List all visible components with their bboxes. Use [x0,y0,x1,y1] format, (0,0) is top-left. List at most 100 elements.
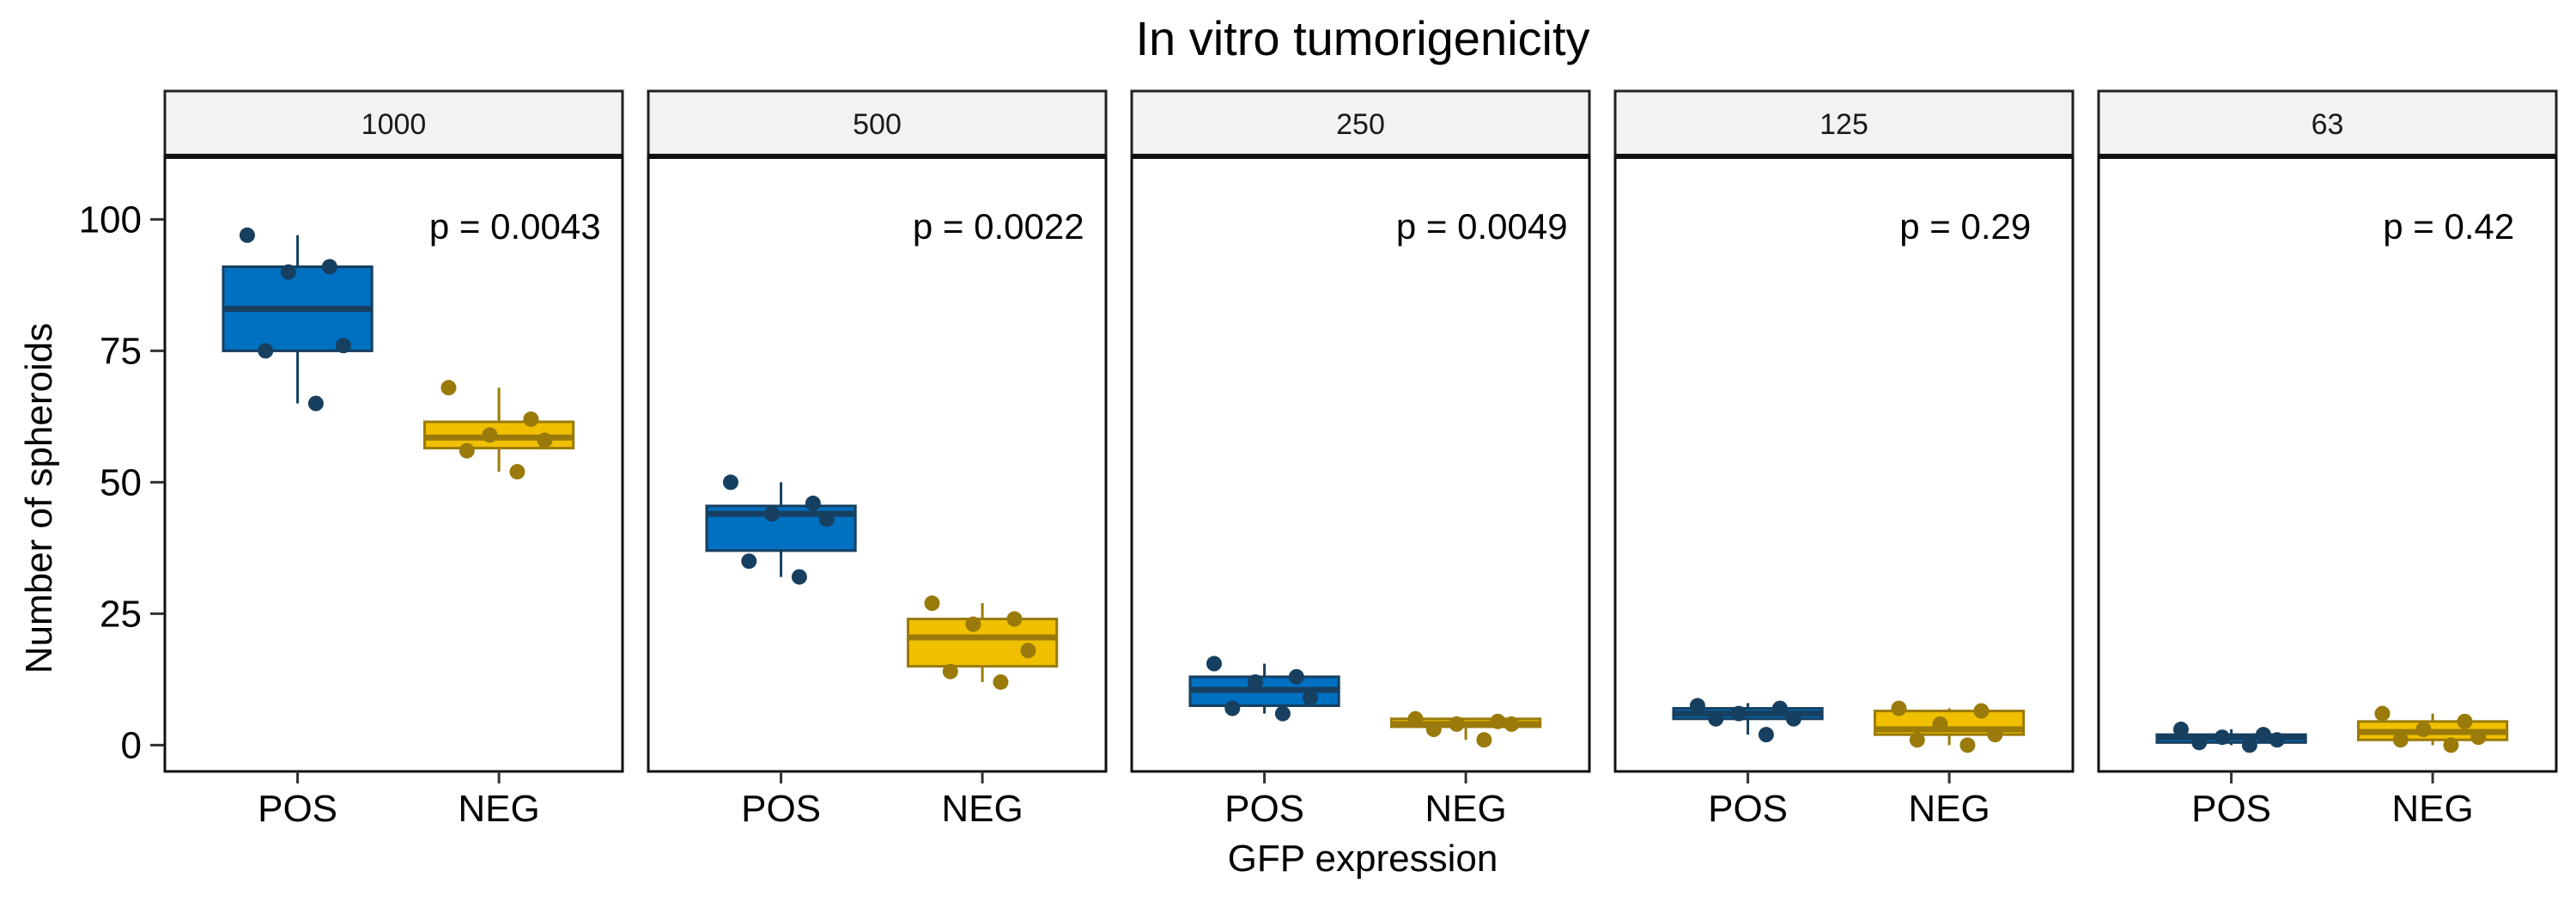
facet-strip [163,89,624,158]
data-point [2443,737,2459,753]
facet-panel-250: 250 p = 0.0049 POS NEG [1130,89,1591,830]
data-point [2269,732,2285,748]
data-point [924,595,940,612]
y-axis-title: Number of spheroids [18,323,60,673]
data-point [2392,732,2409,748]
data-point [1302,690,1318,706]
facet-strip-label: 125 [1820,108,1868,141]
facet-panel-500: 500 p = 0.0022 POS NEG [647,89,1108,830]
data-point [1449,716,1465,732]
x-tick-label: NEG [458,788,539,830]
x-tick-label: NEG [941,788,1023,830]
y-axis: 0 25 50 75 100 [79,198,165,766]
data-point [1020,643,1036,659]
facet-strip-label: 63 [2312,108,2344,141]
plot-area [2097,155,2558,773]
data-point [1006,611,1023,627]
data-point [2470,729,2487,746]
data-point [2214,729,2230,746]
data-point [1689,698,1705,714]
y-tick-label: 75 [100,330,142,372]
box-neg [906,618,1059,668]
p-value-label: p = 0.0043 [429,206,601,247]
data-point [1932,716,1948,732]
data-point [1708,710,1724,727]
data-point [1288,668,1304,685]
data-point [1987,727,2003,743]
data-point [307,395,324,411]
data-point [2415,722,2432,738]
data-point [1909,732,1925,748]
data-point [993,673,1009,690]
y-tick-label: 25 [100,593,142,635]
data-point [509,464,526,480]
facet-strip-label: 1000 [361,108,427,141]
data-point [1758,727,1774,743]
p-value-label: p = 0.42 [2383,206,2514,247]
data-point [1785,710,1801,727]
y-tick-label: 0 [121,724,142,766]
data-point [1891,700,1907,716]
data-point [965,616,981,632]
data-point [1407,710,1424,727]
data-point [2374,705,2391,722]
data-point [805,495,821,511]
data-point [1476,732,1492,748]
data-point [2255,727,2271,743]
x-tick-label: POS [258,788,337,830]
facet-panel-63: 63 p = 0.42 POS NEG [2097,89,2558,830]
data-point [818,511,835,527]
data-point [2191,734,2208,751]
x-tick-label: NEG [1908,788,1990,830]
data-point [280,264,296,280]
data-point [482,427,498,443]
plot-area [1613,155,2075,773]
data-point [791,569,807,585]
plot-area [647,155,1108,773]
plot-area [163,155,624,773]
data-point [942,663,958,680]
p-value-label: p = 0.0022 [913,206,1084,247]
facet-strip-label: 250 [1336,108,1385,141]
plot-area [1130,155,1591,773]
data-point [1490,713,1506,729]
y-tick-label: 100 [79,198,142,241]
x-tick-label: POS [1224,788,1304,830]
data-point [1425,722,1442,738]
data-point [459,442,475,459]
facet-strip [1613,89,2075,158]
data-point [1206,655,1222,672]
data-point [722,474,738,491]
facet-strip-label: 500 [853,108,902,141]
data-point [1504,716,1520,732]
data-point [321,259,337,275]
x-tick-label: POS [1708,788,1788,830]
data-point [2457,713,2473,729]
data-point [1973,703,1990,719]
data-point [2172,722,2189,738]
x-axis-title: GFP expression [1228,838,1498,880]
data-point [1959,737,1976,753]
data-point [1274,705,1291,722]
data-point [1771,700,1788,716]
data-point [258,343,274,359]
y-tick-label: 50 [100,461,142,503]
data-point [1224,700,1241,716]
x-tick-label: NEG [1425,788,1506,830]
data-point [335,338,351,354]
data-point [523,411,539,427]
chart-title: In vitro tumorigenicity [1135,11,1589,65]
data-point [741,553,757,570]
x-tick-label: POS [741,788,821,830]
x-tick-label: NEG [2391,788,2473,830]
x-tick-label: POS [2191,788,2271,830]
data-point [1730,705,1747,722]
p-value-label: p = 0.29 [1899,206,2031,247]
data-point [239,227,255,243]
p-value-label: p = 0.0049 [1396,206,1568,247]
facet-panel-1000: 1000 p = 0.0043 POS NEG [163,89,624,830]
facet-strip [2097,89,2558,158]
facet-strip [647,89,1108,158]
